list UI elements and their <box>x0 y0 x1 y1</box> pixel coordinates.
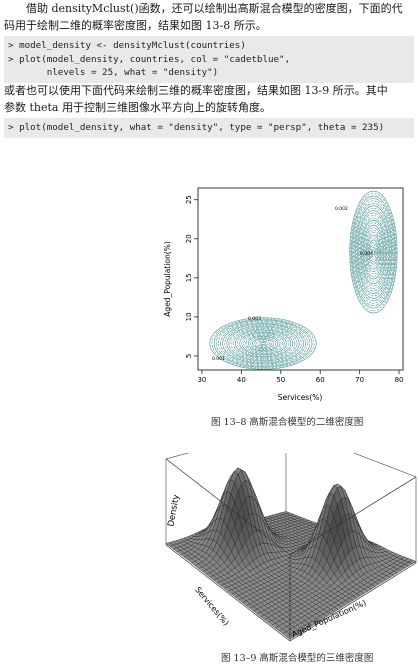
code-line: > plot(model_density, countries, col = "… <box>8 53 291 65</box>
persp-line-2: 参数 theta 用于控制三维图像水平方向上的旋转角度。 <box>4 101 271 114</box>
figure-13-8-caption: 图 13–8 高斯混合模型的二维密度图 <box>211 417 364 428</box>
contour-line <box>358 215 388 289</box>
contour-line <box>350 193 397 311</box>
y-axis-ticks: 5 10 15 20 25 <box>185 195 198 358</box>
y-tick-label: 10 <box>185 312 193 321</box>
contour-line <box>361 222 386 282</box>
contour-label: 0.001 <box>212 356 225 362</box>
contour-label: 0.002 <box>335 206 348 212</box>
box-edge <box>289 476 417 556</box>
code-line: > plot(model_density, what = "density", … <box>8 122 385 133</box>
contour-line <box>258 341 268 346</box>
contour-line <box>232 328 294 359</box>
contour-line <box>371 246 376 258</box>
persp-line-1: 或者也可以使用下面代码来绘制三维的概率密度图，结果如图 13-9 所示。其中 <box>4 84 388 97</box>
intro-line-2: 码用于绘制二维的概率密度图，结果如图 13-8 所示。 <box>4 19 267 32</box>
perspective-box-front <box>165 458 417 642</box>
contour-line <box>360 220 387 285</box>
intro-line-1: 借助 densityMclust()函数，还可以绘制出高斯混合模型的密度图，下面… <box>26 2 403 15</box>
y-axis-label: Aged_Population(%) <box>163 241 172 316</box>
y-tick-label: 25 <box>185 195 193 204</box>
contour-line <box>357 212 389 292</box>
box-edge <box>353 453 417 478</box>
perspective-density-figure: Density Services(%) Aged_Population(%) <box>165 453 417 642</box>
contour-line <box>209 317 317 370</box>
x-tick-label: 60 <box>316 376 325 384</box>
y-tick-label: 15 <box>185 273 193 282</box>
contour-line <box>369 241 378 263</box>
contour-line <box>365 232 382 272</box>
x-tick-label: 50 <box>276 376 285 384</box>
x-tick-label: 30 <box>197 376 206 384</box>
contour-line <box>222 323 304 364</box>
contour-line <box>256 339 270 347</box>
contour-line <box>351 195 396 309</box>
contour-lines <box>209 190 398 370</box>
contour-line <box>252 337 275 349</box>
box-edge <box>165 458 291 556</box>
contour-line <box>368 239 379 265</box>
y-tick-label: 20 <box>185 234 193 243</box>
contour-line <box>355 205 392 299</box>
contour-line <box>228 326 298 361</box>
x-tick-label: 80 <box>395 376 404 384</box>
contour-line <box>260 342 266 345</box>
contour-line <box>359 217 388 287</box>
intro-paragraph: 借助 densityMclust()函数，还可以绘制出高斯混合模型的密度图，下面… <box>4 0 414 34</box>
contour-line <box>243 333 283 354</box>
contour-line <box>254 338 272 348</box>
contour-line <box>230 327 296 360</box>
contour-density-figure: 30 40 50 60 70 80 5 10 15 20 25 Services(%) Aged_… <box>163 187 404 402</box>
contour-line <box>217 321 309 366</box>
contour-line <box>364 229 383 275</box>
contour-line <box>372 249 375 255</box>
z-axis-label: Density <box>166 494 181 528</box>
box-edge <box>289 562 417 642</box>
x-tick-label: 40 <box>237 376 246 384</box>
code-block-persp: > plot(model_density, what = "density", … <box>4 118 414 138</box>
figure-13-9-caption: 图 13–9 高斯混合模型的三维密度图 <box>221 653 374 664</box>
x-tick-label: 70 <box>355 376 364 384</box>
contour-line <box>245 334 281 353</box>
contour-line <box>370 244 377 260</box>
code-line: > model_density <- densityMclust(countri… <box>8 40 246 51</box>
contour-line <box>241 332 285 355</box>
contour-line <box>237 330 289 357</box>
contour-line <box>363 227 384 277</box>
y-tick-label: 5 <box>185 354 193 358</box>
box-edge <box>165 544 291 642</box>
contour-line <box>353 200 394 304</box>
contour-line <box>211 318 315 369</box>
contour-line <box>239 331 287 356</box>
box-edge <box>165 453 190 460</box>
contour-line <box>226 325 300 362</box>
contour-line <box>213 319 313 368</box>
contour-line <box>220 322 306 365</box>
contour-line <box>362 224 385 280</box>
plot-frame <box>197 187 404 371</box>
contour-line <box>215 320 311 367</box>
contour-line <box>354 202 393 302</box>
persp-paragraph: 或者也可以使用下面代码来绘制三维的概率密度图，结果如图 13-9 所示。其中 参… <box>4 82 414 116</box>
x-axis-label: Services(%) <box>278 393 323 402</box>
density-surface <box>165 467 417 640</box>
contour-line <box>352 198 395 307</box>
contour-label: 0.003 <box>248 316 261 322</box>
contour-line <box>367 237 380 268</box>
contour-line <box>224 324 302 363</box>
contour-line <box>356 210 390 294</box>
x-axis-label: Services(%) <box>193 585 230 627</box>
contour-line <box>235 329 292 358</box>
code-block-density: > model_density <- densityMclust(countri… <box>4 36 414 83</box>
contour-label: 0.004 <box>360 251 373 257</box>
code-line: nlevels = 25, what = "density") <box>8 67 219 78</box>
x-axis-ticks: 30 40 50 60 70 80 <box>197 370 404 384</box>
contour-line <box>249 336 277 350</box>
contour-line <box>366 234 381 270</box>
contour-line <box>349 190 398 314</box>
contour-line <box>247 335 279 352</box>
